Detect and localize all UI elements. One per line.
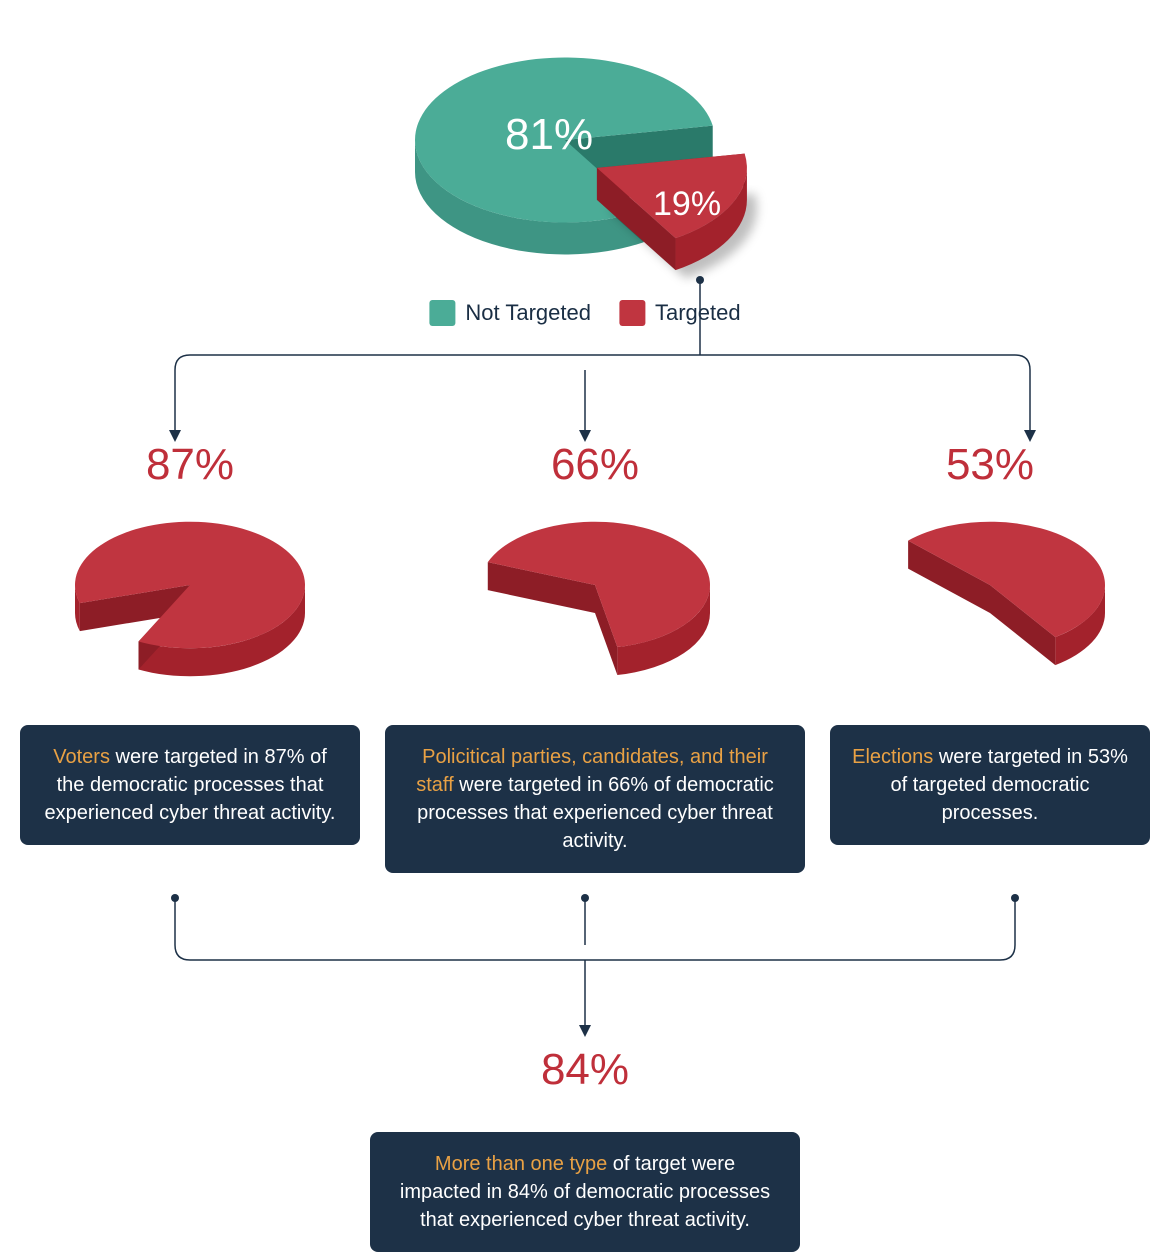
infographic-root: 81% 19% Not Targeted Targeted 87% Voters… [0,0,1170,1244]
info-highlight: Elections [852,746,933,768]
column-parties: 66% Policitical parties, candidates, and… [385,440,805,873]
column-voters: 87% Voters were targeted in 87% of the d… [20,440,360,873]
pct-label: 87% [146,440,234,490]
column-elections: 53% Elections were targeted in 53% of ta… [830,440,1150,873]
mini-pie [445,500,745,700]
bottom-section: 84% More than one type of target were im… [370,1045,800,1252]
mini-pie [840,500,1140,700]
info-box: Elections were targeted in 53% of target… [830,725,1150,845]
top-pie-label-targeted: 19% [653,185,721,224]
mini-pie [40,500,340,700]
info-highlight: More than one type [435,1153,607,1175]
legend-swatch-teal [429,300,455,326]
top-pie: 81% 19% [345,20,825,300]
top-pie-svg [345,20,825,300]
legend-item-targeted: Targeted [619,300,741,326]
top-pie-label-not-targeted: 81% [505,110,593,160]
legend: Not Targeted Targeted [429,300,740,326]
legend-label: Targeted [655,300,741,326]
info-highlight: Voters [53,746,110,768]
pct-label: 66% [551,440,639,490]
legend-item-not-targeted: Not Targeted [429,300,591,326]
pct-label: 53% [946,440,1034,490]
legend-label: Not Targeted [465,300,591,326]
columns-row: 87% Voters were targeted in 87% of the d… [0,440,1170,873]
info-box: Voters were targeted in 87% of the democ… [20,725,360,845]
connector-bottom [0,880,1170,1060]
info-box: Policitical parties, candidates, and the… [385,725,805,873]
pct-label: 84% [541,1045,629,1095]
info-rest: were targeted in 66% of democratic proce… [417,774,774,852]
info-box: More than one type of target were impact… [370,1132,800,1252]
legend-swatch-red [619,300,645,326]
